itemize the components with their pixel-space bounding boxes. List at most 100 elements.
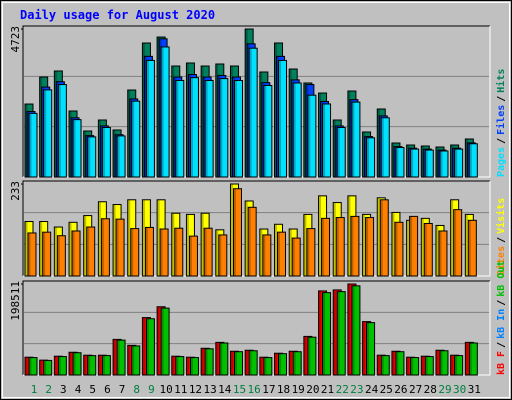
y-tick-label: 4723 [9, 26, 22, 53]
bar-shade [304, 336, 307, 375]
bar-shade [263, 235, 266, 276]
bar-shade [455, 356, 458, 375]
panel-bevel-dark [22, 180, 490, 276]
bar-shade [157, 200, 160, 276]
bar-shade [392, 212, 395, 276]
bar-shade [117, 136, 120, 177]
bar [28, 112, 38, 178]
bar [175, 356, 185, 376]
legend-entry: Visits [495, 198, 507, 234]
bar [144, 226, 154, 277]
bar-shade [319, 291, 322, 375]
x-tick-label: 3 [60, 383, 67, 396]
bar-shade [172, 213, 175, 276]
bar-shade [128, 345, 131, 375]
x-tick-label: 23 [350, 383, 363, 396]
legend-entry: Files [495, 105, 507, 135]
bar-shade [264, 358, 267, 375]
bar-shade [43, 232, 46, 276]
bar [423, 222, 433, 277]
bar-shade [425, 357, 428, 375]
bar-shade [175, 228, 178, 276]
legend: Pages / Files / Hits [495, 69, 507, 177]
bar [100, 218, 110, 277]
legend-entry: kB In [496, 309, 507, 339]
bar-shade [220, 79, 223, 177]
bar-shade [337, 292, 340, 375]
bar [454, 355, 464, 376]
bar [57, 356, 67, 376]
x-tick-label: 9 [148, 383, 155, 396]
bar-shade [392, 351, 395, 375]
bar-shade [351, 216, 354, 276]
bar [350, 215, 360, 277]
bar-shade [333, 203, 336, 276]
bar-shade [102, 127, 105, 177]
bar [380, 355, 390, 376]
bar-shade [451, 355, 454, 375]
bar-shade [157, 307, 160, 375]
bar-shade [436, 225, 439, 276]
bar-shade [230, 351, 233, 375]
bar [292, 82, 302, 178]
bar-shade [322, 218, 325, 276]
bar [380, 117, 390, 178]
legend-entry: kB F [496, 351, 507, 375]
bar-shade [219, 235, 222, 276]
x-tick-label: 22 [336, 383, 349, 396]
bar-shade [333, 290, 336, 375]
bar-shade [40, 222, 43, 276]
legend: kB F / kB In / kB Out [496, 261, 507, 375]
bar-shade [436, 350, 439, 375]
bar [145, 318, 155, 376]
bar [307, 94, 317, 178]
bar-shade [190, 358, 193, 375]
bar-shade [189, 236, 192, 276]
bar-shade [160, 229, 163, 276]
bar-shade [363, 214, 366, 276]
legend: Sites / Visits [495, 198, 507, 276]
bar-shade [161, 47, 164, 177]
x-tick-label: 30 [453, 383, 466, 396]
bar-shade [293, 352, 296, 375]
bar [336, 126, 346, 178]
bar-shade [425, 150, 428, 177]
bar-shade [293, 83, 296, 177]
bar [218, 234, 228, 277]
bar [379, 199, 389, 277]
bar-shade [69, 352, 72, 375]
bar [394, 221, 404, 277]
bar-shade [264, 85, 267, 177]
bar [131, 100, 141, 178]
bar [42, 231, 52, 277]
bar [233, 351, 243, 376]
bar [263, 357, 273, 376]
bar [116, 135, 126, 178]
legend-separator: / [496, 96, 507, 102]
bar-shade [234, 352, 237, 375]
bar [424, 356, 434, 376]
bar-shade [407, 357, 410, 375]
bar-shade [308, 95, 311, 177]
legend-separator: / [496, 300, 507, 306]
bar [203, 227, 213, 277]
bar [86, 226, 96, 277]
bar-shade [54, 356, 57, 375]
bar [366, 322, 376, 376]
bar-shade [142, 318, 145, 375]
bar [56, 235, 66, 277]
x-tick-label: 5 [89, 383, 96, 396]
x-tick-label: 7 [119, 383, 126, 396]
bar-shade [245, 201, 248, 276]
x-tick-label: 2 [45, 383, 52, 396]
x-tick-label: 20 [306, 383, 319, 396]
bar [87, 355, 97, 376]
x-tick-label: 1 [31, 383, 38, 396]
x-tick-label: 27 [409, 383, 422, 396]
bar-shade [278, 232, 281, 276]
bar [175, 79, 185, 178]
bar [366, 137, 376, 178]
bar [468, 143, 478, 178]
